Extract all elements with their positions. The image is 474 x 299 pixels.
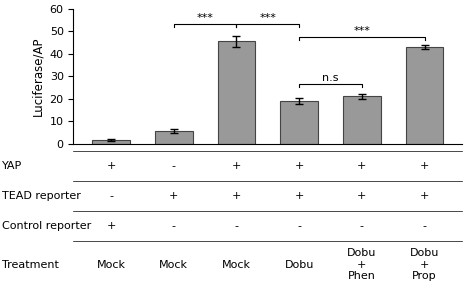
- Text: Mock: Mock: [159, 260, 188, 270]
- Text: Dobu
+
Prop: Dobu + Prop: [410, 248, 439, 281]
- Text: +: +: [357, 161, 366, 171]
- Text: -: -: [172, 221, 176, 231]
- Text: -: -: [422, 221, 427, 231]
- Text: +: +: [106, 161, 116, 171]
- Text: YAP: YAP: [2, 161, 23, 171]
- Text: +: +: [357, 191, 366, 201]
- Text: ***: ***: [197, 13, 214, 23]
- Bar: [406, 47, 443, 144]
- Text: -: -: [297, 221, 301, 231]
- Text: +: +: [294, 191, 304, 201]
- Text: Mock: Mock: [222, 260, 251, 270]
- Text: ***: ***: [354, 26, 370, 36]
- Y-axis label: Luciferase/AP: Luciferase/AP: [31, 36, 44, 116]
- Text: Dobu
+
Phen: Dobu + Phen: [347, 248, 376, 281]
- Bar: [92, 140, 130, 144]
- Text: +: +: [106, 221, 116, 231]
- Bar: [155, 131, 192, 144]
- Text: n.s: n.s: [322, 74, 339, 83]
- Bar: [343, 96, 381, 144]
- Text: +: +: [420, 161, 429, 171]
- Text: +: +: [294, 161, 304, 171]
- Text: -: -: [109, 191, 113, 201]
- Text: +: +: [420, 191, 429, 201]
- Text: +: +: [232, 191, 241, 201]
- Text: -: -: [172, 161, 176, 171]
- Text: -: -: [235, 221, 238, 231]
- Text: -: -: [360, 221, 364, 231]
- Text: Control reporter: Control reporter: [2, 221, 91, 231]
- Text: Treatment: Treatment: [2, 260, 59, 270]
- Text: +: +: [169, 191, 179, 201]
- Text: Dobu: Dobu: [284, 260, 314, 270]
- Text: Mock: Mock: [97, 260, 126, 270]
- Text: +: +: [232, 161, 241, 171]
- Bar: [280, 101, 318, 144]
- Text: ***: ***: [259, 13, 276, 23]
- Bar: [218, 42, 255, 144]
- Text: TEAD reporter: TEAD reporter: [2, 191, 81, 201]
